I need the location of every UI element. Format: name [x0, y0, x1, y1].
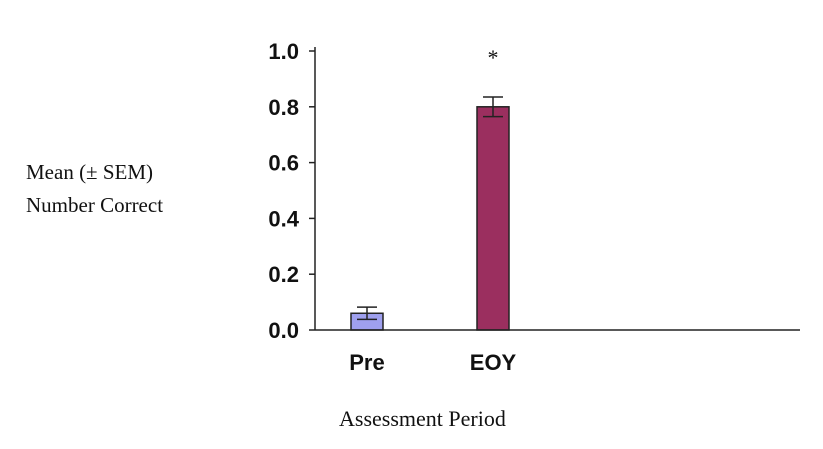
x-category-label: EOY: [470, 350, 517, 375]
x-axis-label: Assessment Period: [339, 406, 506, 431]
y-axis-label-line-2: Number Correct: [26, 193, 164, 217]
y-tick-label: 0.4: [268, 206, 299, 231]
x-category-label: Pre: [349, 350, 384, 375]
axes: [314, 47, 800, 331]
y-tick-label: 1.0: [268, 39, 299, 64]
x-axis-category-labels: Pre EOY: [349, 350, 516, 375]
y-tick-label: 0.2: [268, 262, 299, 287]
y-axis-label-line-1: Mean (± SEM): [26, 160, 154, 184]
bars: *: [350, 45, 510, 331]
y-axis-ticks: 0.0 0.2 0.4 0.6 0.8 1.0: [268, 39, 315, 343]
significance-marker: *: [488, 45, 499, 70]
y-tick-label: 0.6: [268, 151, 299, 176]
y-tick-label: 0.8: [268, 95, 299, 120]
bar: [476, 106, 510, 331]
y-tick-label: 0.0: [268, 318, 299, 343]
